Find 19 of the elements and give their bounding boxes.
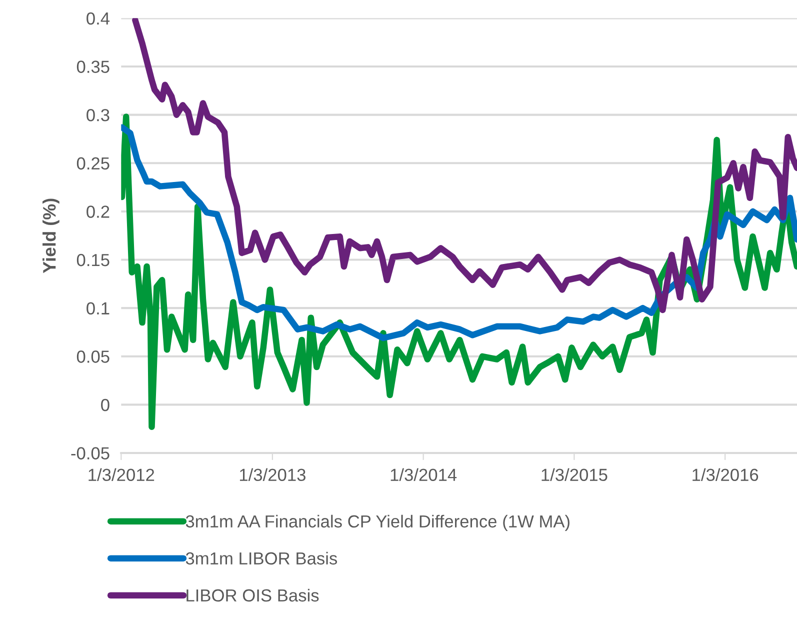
y-tick-label: 0.4 [86,12,110,25]
y-tick-label: 0.2 [86,206,110,218]
x-tick-label: 1/3/2016 [692,468,758,482]
y-tick-label: 0.15 [76,254,110,266]
y-tick-label: -0.05 [71,447,110,460]
y-axis-title: Yield (%) [42,198,60,274]
y-tick-label: 0 [101,398,110,412]
x-tick-label: 1/3/2014 [390,468,457,482]
y-tick-label: 0.25 [76,157,110,170]
x-tick-label: 1/3/2012 [88,468,154,482]
legend-label: LIBOR OIS Basis [186,588,319,602]
y-tick-label: 0.1 [86,302,110,315]
x-tick-label: 1/3/2015 [542,468,608,482]
legend-label: 3m1m AA Financials CP Yield Difference (1W MA) [186,514,570,531]
legend-label: 3m1m LIBOR Basis [186,552,338,565]
x-tick-label: 1/3/2013 [240,468,306,482]
y-tick-label: 0.05 [76,350,110,363]
y-tick-label: 0.35 [76,60,110,73]
y-tick-label: 0.3 [86,108,110,122]
